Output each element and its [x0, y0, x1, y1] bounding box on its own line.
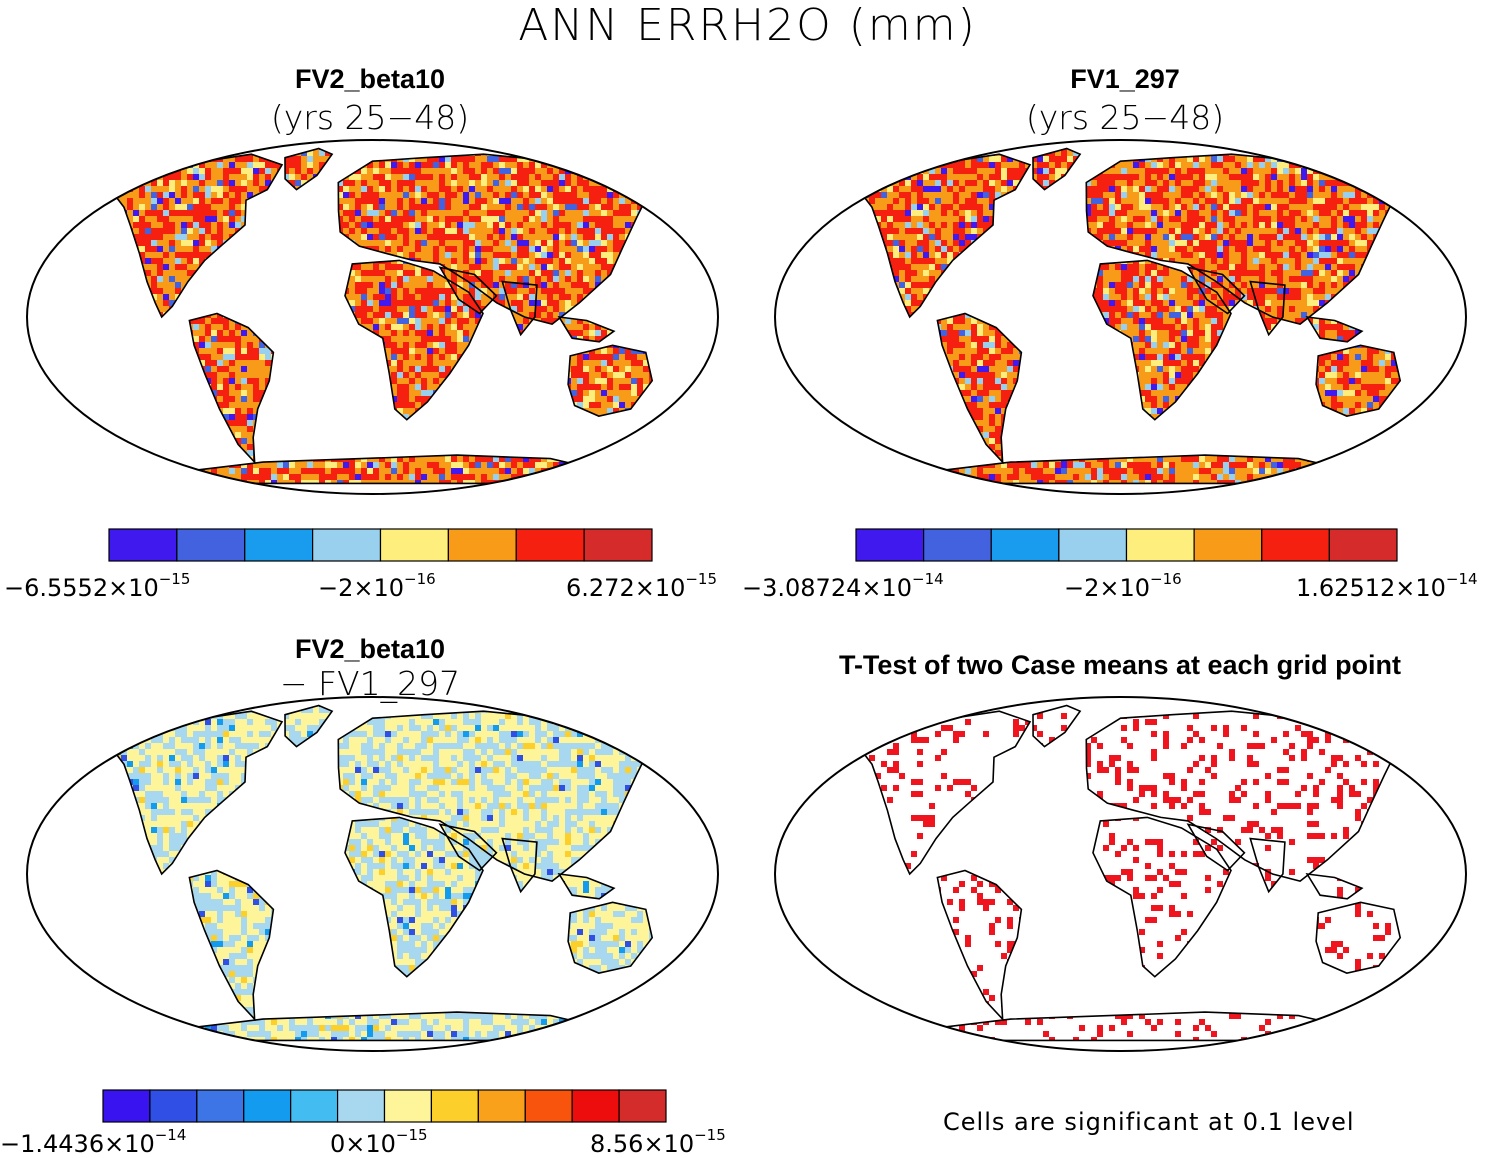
colorbar-swatch: [1127, 529, 1195, 561]
panel-title-top-left: FV2_beta10: [170, 64, 570, 95]
colorbar-swatch: [572, 1090, 619, 1122]
colorbar-swatch: [338, 1090, 385, 1122]
colorbar-swatch: [1329, 529, 1397, 561]
colorbar-swatch: [619, 1090, 666, 1122]
colorbar-swatch: [150, 1090, 197, 1122]
colorbar-label-min-top-left: −6.5552×10−15: [4, 570, 190, 602]
colorbar-swatch: [291, 1090, 338, 1122]
significance-note: Cells are significant at 0.1 level: [943, 1108, 1355, 1136]
colorbar-swatch: [525, 1090, 572, 1122]
colorbar-label-mid-bottom-left: 0×10−15: [330, 1126, 428, 1158]
colorbar-bottom-left: [102, 1089, 667, 1123]
figure-title: ANN ERRH2O (mm): [0, 0, 1495, 51]
colorbar-swatch: [177, 529, 245, 561]
colorbar-swatch: [103, 1090, 150, 1122]
colorbar-swatch: [1194, 529, 1262, 561]
colorbar-swatch: [109, 529, 177, 561]
colorbar-swatch: [431, 1090, 478, 1122]
colorbar-swatch: [1262, 529, 1330, 561]
map-panel-top-left: [25, 138, 720, 496]
colorbar-swatch: [245, 529, 313, 561]
colorbar-label-min-bottom-left: −1.4436×10−14: [0, 1126, 186, 1158]
colorbar-swatch: [991, 529, 1059, 561]
map-panel-top-right: [773, 138, 1468, 496]
colorbar-swatch: [924, 529, 992, 561]
panel-subtitle-top-right: (yrs 25−48): [925, 98, 1325, 137]
colorbar-swatch: [385, 1090, 432, 1122]
colorbar-label-mid-top-left: −2×10−16: [318, 570, 436, 602]
colorbar-swatch: [381, 529, 449, 561]
colorbar-swatch: [478, 1090, 525, 1122]
colorbar-swatch: [448, 529, 516, 561]
colorbar-label-max-top-left: 6.272×10−15: [566, 570, 717, 602]
colorbar-swatch: [197, 1090, 244, 1122]
panel-title-bottom-left: FV2_beta10: [170, 634, 570, 665]
colorbar-swatch: [584, 529, 652, 561]
panel-title-top-right: FV1_297: [925, 64, 1325, 95]
colorbar-swatch: [516, 529, 584, 561]
colorbar-swatch: [244, 1090, 291, 1122]
panel-subtitle-top-left: (yrs 25−48): [170, 98, 570, 137]
colorbar-top-left: [108, 528, 653, 562]
colorbar-swatch: [856, 529, 924, 561]
colorbar-label-mid-top-right: −2×10−16: [1064, 570, 1182, 602]
colorbar-swatch: [1059, 529, 1127, 561]
colorbar-top-right: [855, 528, 1398, 562]
colorbar-swatch: [313, 529, 381, 561]
colorbar-label-max-top-right: 1.62512×10−14: [1296, 570, 1478, 602]
map-panel-bottom-left: [25, 695, 720, 1053]
map-panel-bottom-right: [773, 695, 1468, 1053]
colorbar-label-max-bottom-left: 8.56×10−15: [590, 1126, 726, 1158]
panel-title-bottom-right: T-Test of two Case means at each grid po…: [760, 650, 1480, 681]
colorbar-label-min-top-right: −3.08724×10−14: [742, 570, 944, 602]
